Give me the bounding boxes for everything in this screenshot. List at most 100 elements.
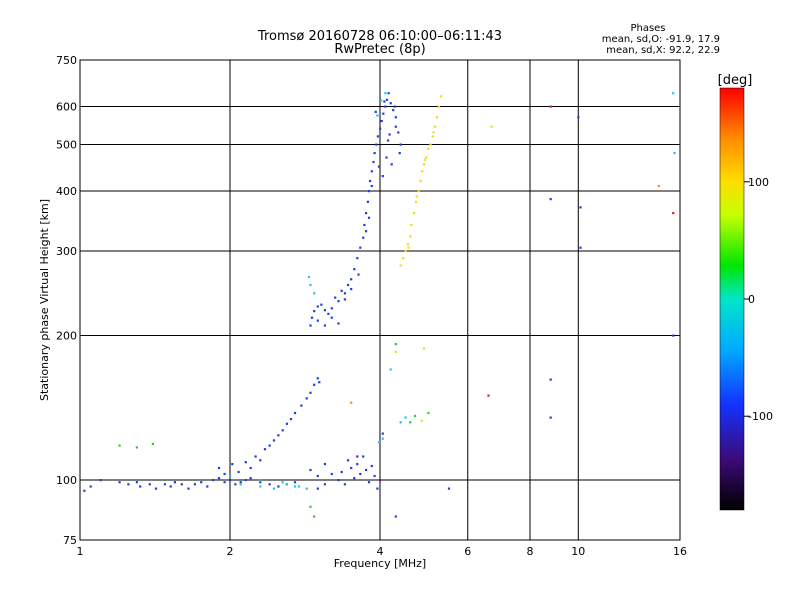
data-point [490,125,493,128]
data-point [347,283,350,287]
data-point [421,170,424,173]
y-tick-label: 400 [56,185,77,198]
y-tick-label: 300 [56,245,77,258]
x-axis: 1 2 4 6 8 10 16 [77,545,688,558]
data-point [366,200,369,203]
data-point [135,446,138,449]
data-point [239,483,242,486]
y-tick-label: 200 [56,330,77,343]
data-point [309,324,312,327]
data-point [350,288,353,291]
data-point [343,292,346,295]
data-point [316,305,319,308]
data-point [373,152,376,155]
data-point [337,479,340,482]
data-point [432,131,435,134]
data-point [259,485,262,488]
data-point [272,439,276,442]
data-point [427,411,430,415]
data-point [200,481,203,484]
data-point [365,468,368,472]
data-point [373,474,376,478]
data-point [365,212,368,215]
data-point [281,481,284,484]
data-point [381,175,384,178]
data-point [377,165,381,168]
data-point [297,485,301,488]
data-point [409,421,412,424]
data-point [277,434,280,437]
data-point [285,483,288,486]
data-point [439,95,443,98]
data-point [337,322,340,325]
data-point [388,133,391,136]
data-point [323,309,326,312]
data-point [375,143,378,146]
data-point [577,116,580,119]
data-point [313,310,316,313]
data-point [263,448,267,451]
chart-title: Tromsø 20160728 06:10:00–06:11:43 [257,29,502,44]
data-point [353,268,356,271]
data-point [437,105,440,108]
data-point [415,195,418,198]
data-point [350,401,353,404]
data-point [384,105,387,108]
data-point [259,479,262,482]
data-point [404,416,407,419]
data-point [316,487,319,490]
data-point [356,455,359,458]
data-point [399,143,402,146]
data-point [433,125,436,128]
data-point [118,444,121,447]
data-point [206,485,209,488]
data-point [363,223,366,227]
data-point [367,216,371,219]
y-axis: 75 100 200 300 400 500 600 750 [56,54,77,547]
data-point [385,98,389,101]
data-point [259,459,262,462]
data-point [379,127,382,130]
data-point [305,487,308,490]
data-point [394,515,397,518]
data-point [289,418,293,421]
data-point [389,102,392,105]
data-point [318,381,321,384]
data-point [350,466,353,470]
data-point [307,275,311,279]
data-point [381,432,384,435]
data-point [359,472,362,476]
data-point [385,156,388,159]
data-point [268,483,271,486]
data-point [249,466,252,470]
data-point [340,289,343,292]
data-point [419,179,422,183]
data-point [187,487,190,490]
data-point [425,156,428,159]
data-point [365,230,368,233]
chart-subtitle: RwPretec (8p) [334,42,425,57]
data-point [372,160,375,164]
x-tick-label: 10 [571,545,585,558]
data-point [427,147,430,150]
data-point [370,464,373,468]
data-point [387,92,390,95]
data-point [320,303,323,306]
data-point [272,487,276,490]
data-point [337,300,340,303]
data-point [370,184,373,188]
data-point [413,414,417,418]
data-point [316,377,319,380]
data-point [180,483,183,486]
data-point [657,184,660,188]
y-tick-label: 500 [56,139,77,152]
data-point [350,278,353,281]
data-point [380,119,383,123]
data-point [118,481,121,484]
data-point [234,483,237,486]
data-point [387,139,390,142]
data-point [410,223,413,227]
data-point [413,212,416,215]
data-point [330,316,333,319]
data-point [374,110,377,113]
